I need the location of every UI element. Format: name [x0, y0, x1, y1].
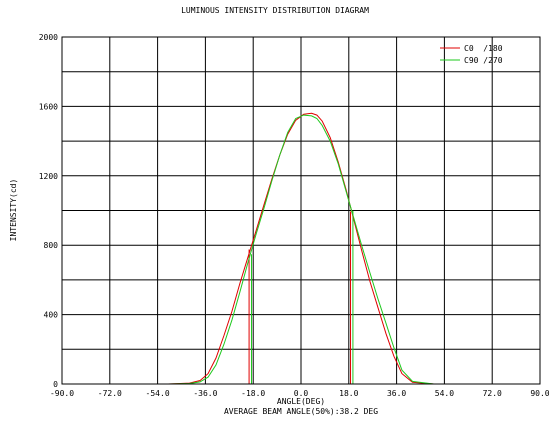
series-lines — [62, 112, 540, 385]
x-tick-label: 18.0 — [339, 389, 358, 398]
x-tick-labels: -90.0 -72.0 -54.0 -36.0 -18.0 0.0 18.0 36.0 54.0… — [50, 389, 550, 398]
y-tick-label: 800 — [44, 241, 59, 250]
beam-angle-caption: AVERAGE BEAM ANGLE(50%):38.2 DEG — [224, 407, 378, 416]
series-line — [62, 114, 540, 385]
y-axis-label: INTENSITY(cd) — [9, 179, 18, 242]
x-tick-label: 90.0 — [530, 389, 549, 398]
x-tick-label: -72.0 — [98, 389, 122, 398]
x-tick-label: -90.0 — [50, 389, 74, 398]
legend-label: C90 /270 — [464, 56, 503, 65]
x-tick-label: 0.0 — [294, 389, 309, 398]
chart-title: LUMINOUS INTENSITY DISTRIBUTION DIAGRAM — [181, 6, 369, 15]
series-line — [62, 112, 540, 385]
y-tick-label: 0 — [53, 380, 58, 389]
y-tick-label: 400 — [44, 311, 59, 320]
plot-frame — [61, 36, 541, 385]
x-axis-label: ANGLE(DEG) — [277, 397, 325, 406]
y-tick-label: 1600 — [39, 102, 58, 111]
y-tick-labels: 0 400 800 1200 1600 2000 — [39, 33, 58, 389]
x-tick-label: -18.0 — [241, 389, 265, 398]
x-tick-label: 72.0 — [483, 389, 502, 398]
x-tick-label: 54.0 — [435, 389, 454, 398]
x-tick-label: -36.0 — [193, 389, 217, 398]
y-tick-label: 1200 — [39, 172, 58, 181]
legend: C0 /180 C90 /270 — [440, 44, 503, 65]
grid-lines — [61, 36, 541, 385]
y-tick-label: 2000 — [39, 33, 58, 42]
beam-angle-markers — [248, 210, 354, 384]
x-tick-label: -54.0 — [146, 389, 170, 398]
x-tick-label: 36.0 — [387, 389, 406, 398]
legend-label: C0 /180 — [464, 44, 503, 53]
